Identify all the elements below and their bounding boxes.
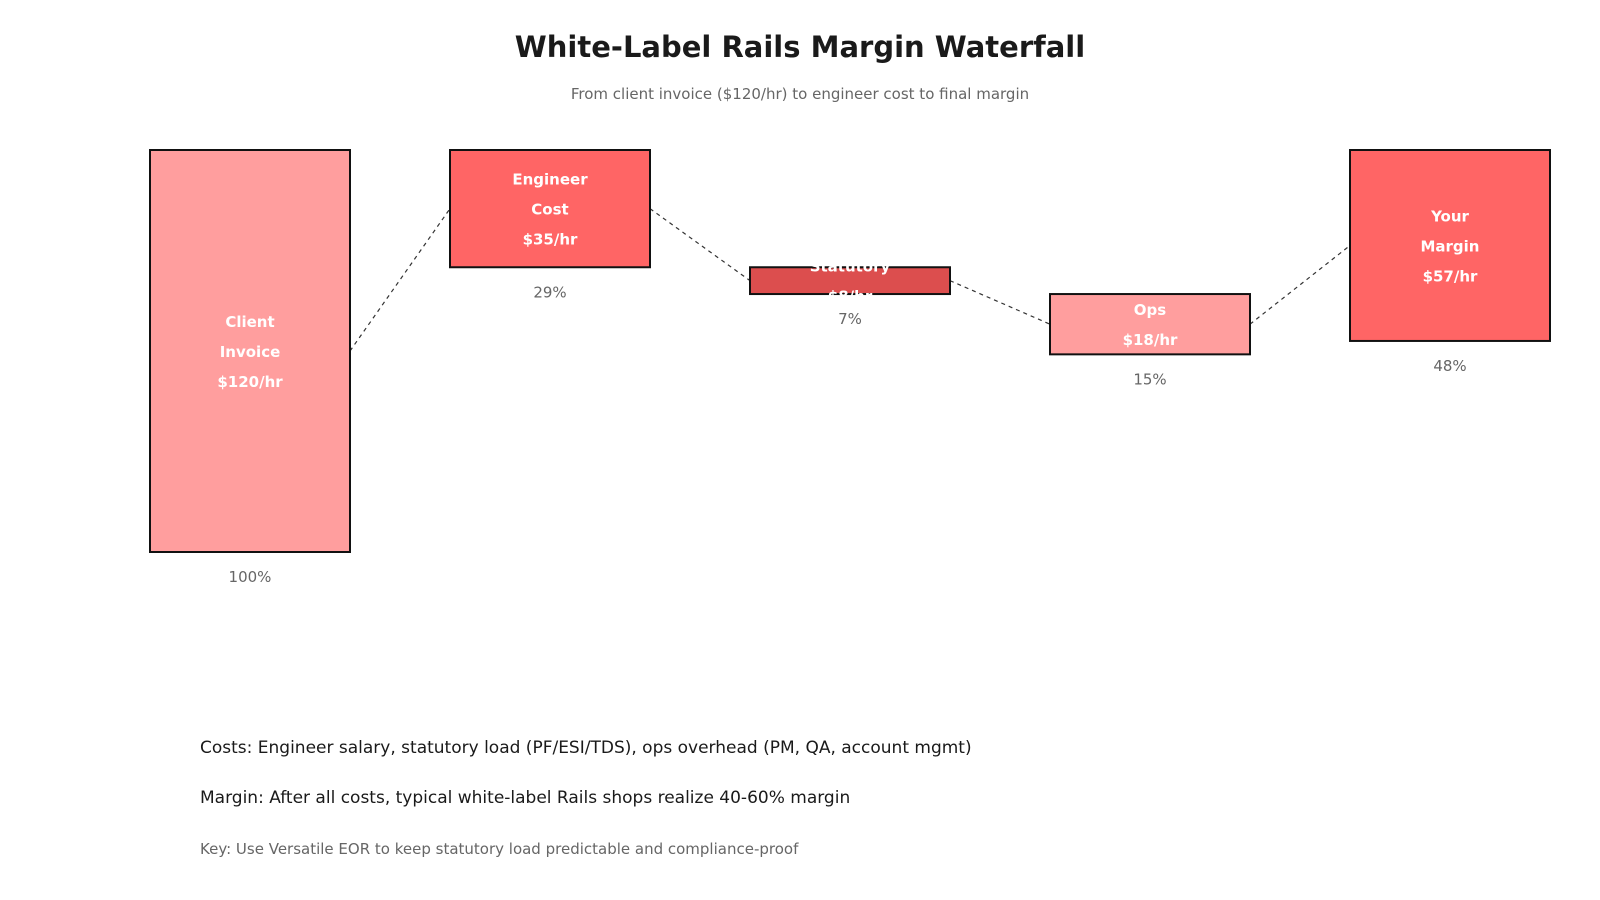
bar-label-engineer-cost: $35/hr [523,231,578,249]
bar-statutory [749,266,951,296]
bar-ops [1049,293,1251,356]
note-key: Key: Use Versatile EOR to keep statutory… [200,840,799,858]
connector-line-1 [349,208,451,352]
chart-subtitle: From client invoice ($120/hr) to enginee… [570,85,1030,103]
percent-label-client-invoice: 100% [229,568,272,586]
bar-label-your-margin: $57/hr [1423,267,1478,285]
connector-lines [349,208,1351,352]
bar-label-group: Client Invoice $120/hr Engineer Cost $35/hr St… [217,171,1479,391]
bar-your-margin [1349,149,1551,342]
chart-title: White-Label Rails Margin Waterfall [514,30,1086,64]
note-costs: Costs: Engineer salary, statutory load (… [200,738,972,758]
bar-label-client-invoice: Invoice [220,343,281,361]
bar-label-ops: Ops [1134,301,1166,319]
bar-label-your-margin: Your [1430,207,1469,225]
bar-label-client-invoice: $120/hr [217,373,283,391]
note-margin: Margin: After all costs, typical white-l… [200,788,851,808]
bar-client-invoice [149,149,351,553]
bar-label-engineer-cost: Cost [531,201,568,219]
connector-line-3 [949,280,1051,325]
percent-label-engineer-cost: 29% [533,283,566,301]
bar-engineer-cost [449,149,651,269]
bar-group [149,149,1551,553]
bar-label-statutory: $8/hr [828,288,873,306]
bar-label-engineer-cost: Engineer [512,171,588,189]
percent-label-group: 100% 29% 7% 15% 48% [229,283,1467,586]
bar-label-ops: $18/hr [1123,331,1178,349]
percent-label-your-margin: 48% [1433,357,1466,375]
bar-label-client-invoice: Client [225,313,274,331]
waterfall-chart: Client Invoice $120/hr Engineer Cost $35/hr St… [149,149,1551,586]
bar-label-your-margin: Margin [1420,237,1479,255]
connector-line-2 [649,208,751,282]
percent-label-ops: 15% [1133,370,1166,388]
bar-label-statutory: Statutory [810,258,891,276]
percent-label-statutory: 7% [838,310,862,328]
connector-line-4 [1249,245,1351,325]
